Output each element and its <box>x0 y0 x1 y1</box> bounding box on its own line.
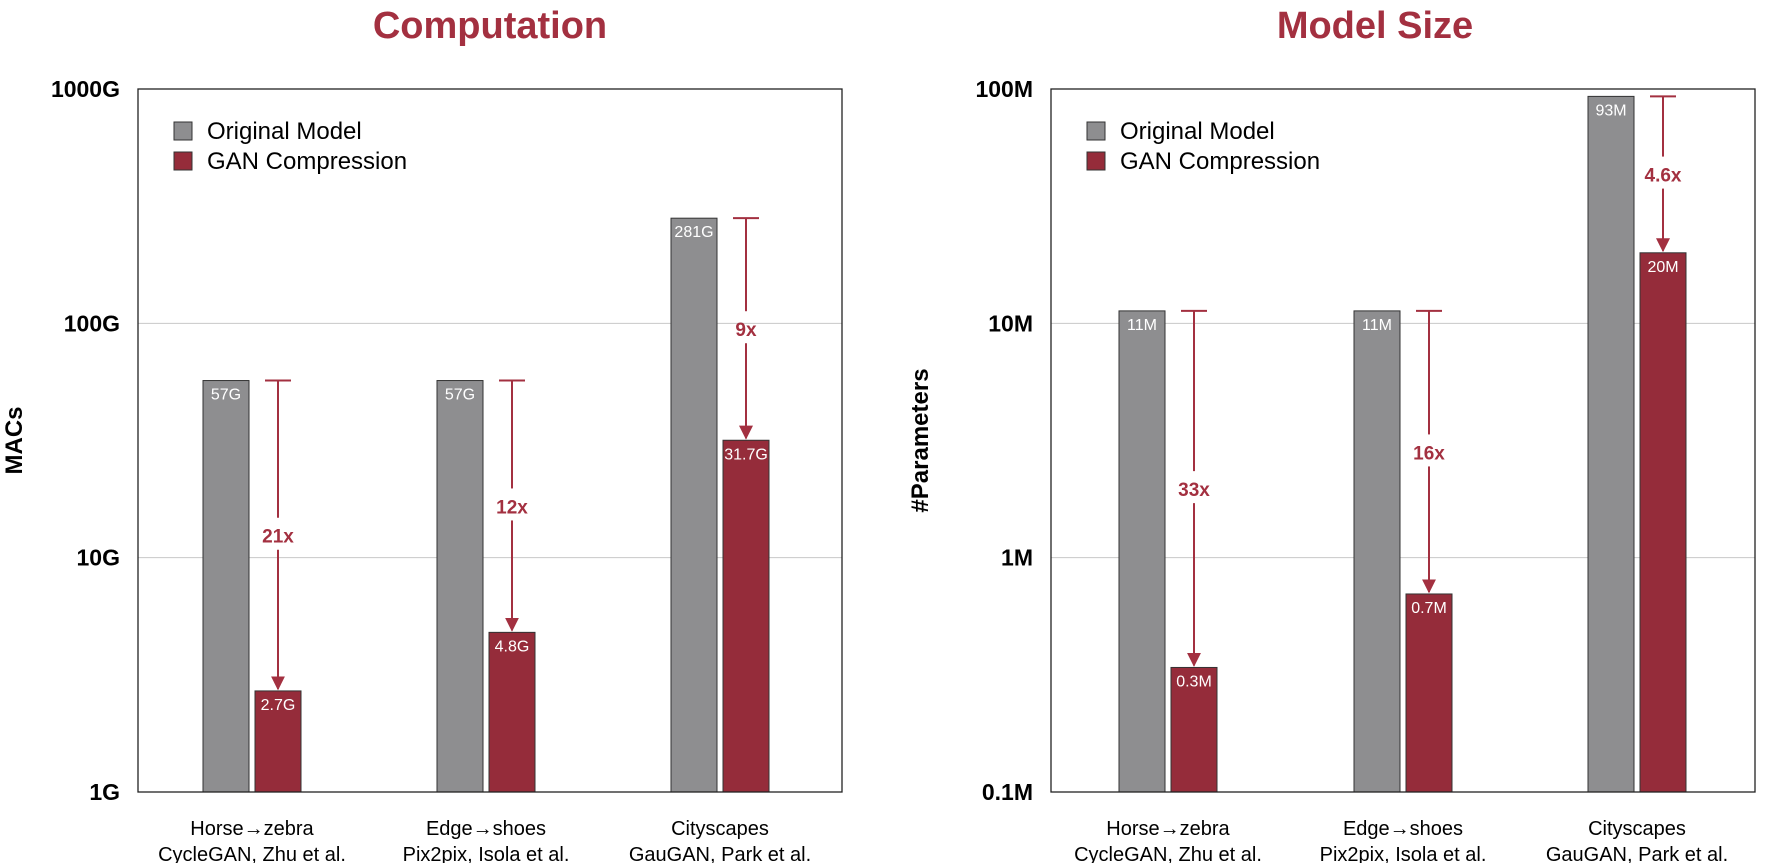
x-tick-label: Horse→zebra <box>190 818 314 840</box>
x-tick-label: CycleGAN, Zhu et al. <box>158 844 346 863</box>
reduction-ratio-label: 12x <box>496 497 528 518</box>
bar-value-label: 93M <box>1595 102 1626 119</box>
y-tick-label: 1000G <box>51 76 120 102</box>
legend-label: Original Model <box>1120 118 1275 145</box>
reduction-ratio-label: 9x <box>735 320 757 341</box>
legend-label: GAN Compression <box>1120 148 1320 175</box>
legend-swatch-original <box>173 121 193 141</box>
bar-value-label: 2.7G <box>261 697 296 714</box>
reduction-ratio-label: 4.6x <box>1645 166 1682 187</box>
y-tick-label: 10G <box>77 545 120 571</box>
x-tick-label: Cityscapes <box>671 818 769 840</box>
bar-gan-compression <box>1405 593 1453 793</box>
bar-value-label: 57G <box>445 387 475 404</box>
bar-value-label: 0.7M <box>1411 600 1447 617</box>
bar-value-label: 11M <box>1362 317 1392 334</box>
bar-value-label: 0.3M <box>1176 673 1212 690</box>
bar-gan-compression <box>488 631 536 793</box>
y-axis-label: #Parameters <box>907 368 934 512</box>
y-axis-label: MACs <box>1 406 28 474</box>
reduction-ratio-label: 33x <box>1178 480 1210 501</box>
bar-value-label: 281G <box>674 224 713 241</box>
bar-value-label: 11M <box>1127 317 1157 334</box>
y-tick-label: 10M <box>988 310 1033 336</box>
plot-frame <box>137 88 843 793</box>
reduction-ratio-label: 21x <box>262 527 294 548</box>
bar-gan-compression <box>1639 252 1687 793</box>
bar-original-model <box>1587 95 1635 793</box>
legend-swatch-compressed <box>173 151 193 171</box>
x-tick-label: Pix2pix, Isola et al. <box>1320 844 1487 863</box>
y-tick-label: 1G <box>89 779 120 805</box>
bar-gan-compression <box>722 439 770 793</box>
x-tick-label: Edge→shoes <box>1343 818 1463 840</box>
bar-original-model <box>202 380 250 793</box>
bar-value-label: 20M <box>1647 259 1678 276</box>
x-tick-label: GauGAN, Park et al. <box>629 844 811 863</box>
bar-value-label: 4.8G <box>495 638 530 655</box>
x-tick-label: GauGAN, Park et al. <box>1546 844 1728 863</box>
x-tick-label: Pix2pix, Isola et al. <box>403 844 570 863</box>
x-tick-label: Horse→zebra <box>1106 818 1230 840</box>
y-tick-label: 0.1M <box>982 779 1033 805</box>
bar-original-model <box>1118 310 1166 793</box>
y-tick-label: 100G <box>64 310 120 336</box>
bar-original-model <box>670 217 718 793</box>
y-tick-label: 1M <box>1001 545 1033 571</box>
chart-title: Computation <box>373 5 607 47</box>
x-tick-label: Cityscapes <box>1588 818 1686 840</box>
bar-value-label: 31.7G <box>724 446 768 463</box>
model-size-chart: Model Size 0.1M 1M 10M 100M #Parameters 11M 0.3… <box>907 5 1756 863</box>
plot-frame <box>1050 88 1756 793</box>
x-tick-label: Edge→shoes <box>426 818 546 840</box>
x-tick-label: CycleGAN, Zhu et al. <box>1074 844 1262 863</box>
legend-swatch-original <box>1086 121 1106 141</box>
legend-label: Original Model <box>207 118 362 145</box>
reduction-ratio-label: 16x <box>1413 443 1445 464</box>
bar-original-model <box>436 380 484 793</box>
legend-label: GAN Compression <box>207 148 407 175</box>
chart-title: Model Size <box>1277 5 1473 47</box>
y-tick-label: 100M <box>975 76 1033 102</box>
bar-gan-compression <box>254 690 302 793</box>
legend-swatch-compressed <box>1086 151 1106 171</box>
bar-value-label: 57G <box>211 387 241 404</box>
bar-original-model <box>1353 310 1401 793</box>
computation-chart: Computation 1G 10G 100G 1000G MACs 57G 2.7G 21x H… <box>1 5 843 863</box>
